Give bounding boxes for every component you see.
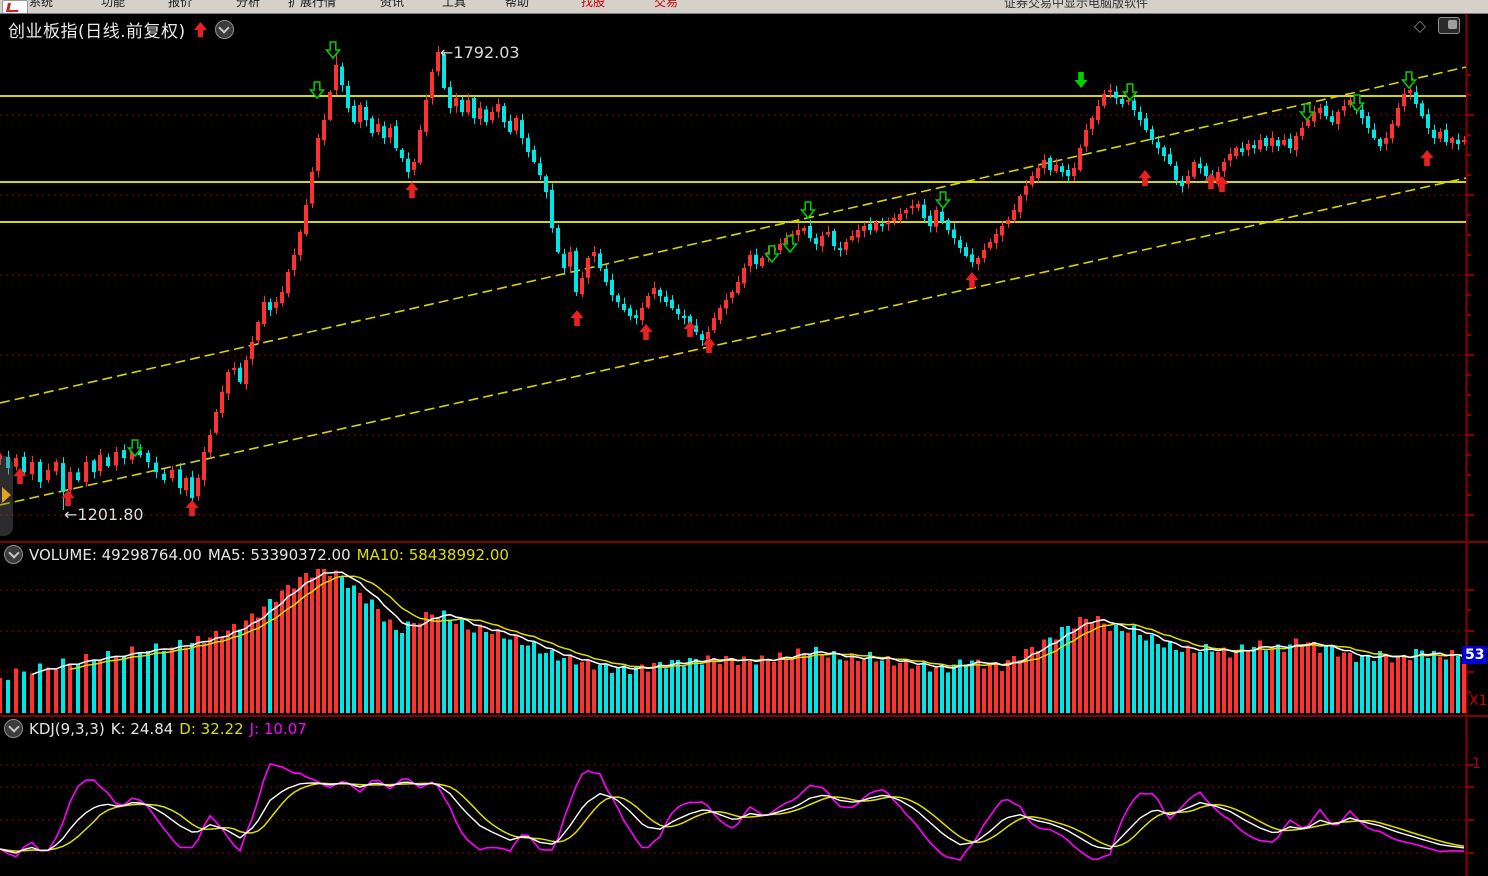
chart-title-bar: 创业板指(日线.前复权) xyxy=(8,17,234,42)
menu-item-9[interactable]: 找股 xyxy=(581,0,606,9)
left-expand-handle[interactable] xyxy=(0,456,13,536)
collapse-chevron-icon[interactable] xyxy=(214,20,234,39)
menu-item-8[interactable]: 帮助 xyxy=(505,0,530,9)
buy-signal-arrow xyxy=(570,310,584,326)
volume-ma10-value: MA10: 58438992.00 xyxy=(356,545,509,564)
kdj-collapse-icon[interactable] xyxy=(4,719,23,738)
buy-signal-arrow xyxy=(639,324,653,340)
buy-signal-arrow xyxy=(185,500,199,516)
buy-signal-arrow xyxy=(1138,170,1152,186)
buy-signal-arrow xyxy=(13,468,27,484)
trend-up-arrow-icon xyxy=(193,22,207,37)
menu-right-text: 证券交易中显示电脑版软件 xyxy=(1004,0,1149,10)
menu-item-1[interactable]: 系统 xyxy=(29,0,54,9)
sell-signal-arrow xyxy=(781,235,799,254)
buy-signal-arrow xyxy=(1420,150,1434,166)
volume-unit-label: X1 xyxy=(1469,693,1488,709)
sell-signal-arrow xyxy=(1074,72,1088,88)
sell-signal-arrow xyxy=(934,191,952,210)
menu-item-3[interactable]: 报价 xyxy=(168,0,193,9)
buy-signal-arrow xyxy=(61,490,75,506)
sell-signal-arrow xyxy=(1298,103,1316,122)
sell-signal-arrow xyxy=(1348,94,1366,113)
page-title: 创业板指(日线.前复权) xyxy=(8,22,186,42)
menu-bar: 系统 功能 报价 分析 扩展行情 资讯 工具 帮助 找股 交易 证券交易中显示电脑版软件 xyxy=(0,0,1488,14)
buy-signal-arrow xyxy=(702,337,716,353)
kdj-name: KDJ(9,3,3) xyxy=(29,719,105,738)
price-high-label: ←1792.03 xyxy=(440,43,520,62)
sell-signal-arrow xyxy=(763,245,781,264)
sell-signal-arrow xyxy=(1400,71,1418,90)
buy-signal-arrow xyxy=(965,272,979,288)
volume-ma5-value: MA5: 53390372.00 xyxy=(207,545,351,564)
price-low-label: ←1201.80 xyxy=(64,505,144,524)
diamond-icon[interactable]: ◇ xyxy=(1413,15,1426,35)
kdj-d-value: D: 32.22 xyxy=(179,719,244,738)
menu-item-10[interactable]: 交易 xyxy=(654,0,679,9)
volume-value: VOLUME: 49298764.00 xyxy=(29,545,202,564)
menu-item-2[interactable]: 功能 xyxy=(101,0,126,9)
menu-item-6[interactable]: 资讯 xyxy=(380,0,405,9)
sell-signal-arrow xyxy=(1121,83,1139,102)
volume-collapse-icon[interactable] xyxy=(4,545,23,564)
menu-item-4[interactable]: 分析 xyxy=(236,0,261,9)
buy-signal-arrow xyxy=(683,321,697,337)
sell-signal-arrow xyxy=(799,201,817,220)
panel-toggle-icon[interactable] xyxy=(1438,17,1460,34)
sell-signal-arrow xyxy=(308,81,326,100)
buy-signal-arrow xyxy=(1215,176,1229,192)
sell-signal-arrow xyxy=(324,41,342,60)
menu-item-5[interactable]: 扩展行情 xyxy=(288,0,337,9)
sell-signal-arrow xyxy=(126,439,144,458)
buy-signal-arrow xyxy=(405,182,419,198)
kdj-header: KDJ(9,3,3) K: 24.84 D: 32.22 J: 10.07 xyxy=(4,719,307,738)
volume-axis-badge: 53 xyxy=(1462,646,1488,664)
chart-toolbar: ◇ xyxy=(1414,17,1460,34)
menu-item-7[interactable]: 工具 xyxy=(442,0,467,9)
kdj-k-value: K: 24.84 xyxy=(110,719,174,738)
volume-header: VOLUME: 49298764.00 MA5: 53390372.00 MA1… xyxy=(4,545,509,564)
kdj-j-value: J: 10.07 xyxy=(249,719,307,738)
kdj-axis-label: 1 xyxy=(1472,756,1481,772)
buy-signal-arrow xyxy=(1204,173,1218,189)
app-logo-icon[interactable] xyxy=(2,0,28,13)
